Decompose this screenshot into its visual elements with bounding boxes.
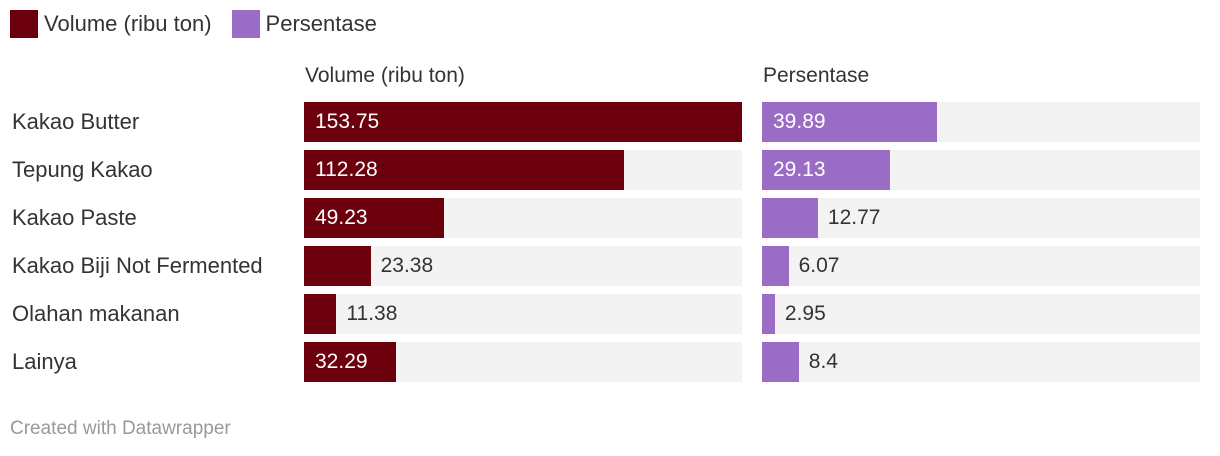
category-label: Kakao Biji Not Fermented xyxy=(12,253,263,278)
legend: Volume (ribu ton) Persentase xyxy=(10,8,397,40)
legend-item-persentase: Persentase xyxy=(231,10,377,38)
bar-track: 39.89 xyxy=(762,102,1200,142)
bar-track: 49.23 xyxy=(304,198,742,238)
bar xyxy=(762,198,818,238)
legend-swatch-persentase xyxy=(231,10,260,38)
bar xyxy=(304,198,445,238)
bar-track: 12.77 xyxy=(762,198,1200,238)
value-label: 12.77 xyxy=(827,206,881,229)
bar xyxy=(762,342,799,382)
column-header-persentase: Persentase xyxy=(763,64,870,87)
value-label: 6.07 xyxy=(798,254,840,277)
category-label: Tepung Kakao xyxy=(12,157,153,182)
value-label: 153.75 xyxy=(315,110,380,133)
bar-track: 112.28 xyxy=(304,150,742,190)
value-label: 8.4 xyxy=(808,350,838,373)
bar-track: 23.38 xyxy=(304,246,742,286)
bar-track: 6.07 xyxy=(762,246,1200,286)
value-label: 23.38 xyxy=(380,254,434,277)
footer-credit: Created with Datawrapper xyxy=(10,418,231,439)
legend-label-volume: Volume (ribu ton) xyxy=(44,11,212,36)
value-label: 32.29 xyxy=(315,350,368,373)
bar xyxy=(762,150,890,190)
category-label: Kakao Paste xyxy=(12,205,137,230)
bar xyxy=(304,150,624,190)
value-label: 2.95 xyxy=(784,302,826,325)
bar-track: 32.29 xyxy=(304,342,742,382)
value-label: 49.23 xyxy=(315,206,368,229)
bar xyxy=(762,102,937,142)
legend-swatch-volume xyxy=(10,10,38,38)
legend-label-persentase: Persentase xyxy=(265,11,377,36)
bar xyxy=(304,294,337,334)
bar-track: 8.4 xyxy=(762,342,1200,382)
bar-track: 153.75 xyxy=(304,102,742,142)
category-label: Kakao Butter xyxy=(12,109,140,134)
value-label: 112.28 xyxy=(315,158,378,181)
bar-track: 2.95 xyxy=(762,294,1200,334)
bar xyxy=(304,342,396,382)
bar xyxy=(762,294,775,334)
bar xyxy=(304,246,371,286)
value-label: 11.38 xyxy=(346,302,398,325)
legend-item-volume: Volume (ribu ton) xyxy=(10,10,212,38)
bar xyxy=(304,102,742,142)
bar xyxy=(762,246,789,286)
bar-track: 29.13 xyxy=(762,150,1200,190)
value-label: 39.89 xyxy=(773,110,826,133)
category-label: Lainya xyxy=(12,349,77,374)
value-label: 29.13 xyxy=(773,158,826,181)
bar-track: 11.38 xyxy=(304,294,742,334)
column-header-volume: Volume (ribu ton) xyxy=(305,64,465,87)
category-label: Olahan makanan xyxy=(12,301,180,326)
